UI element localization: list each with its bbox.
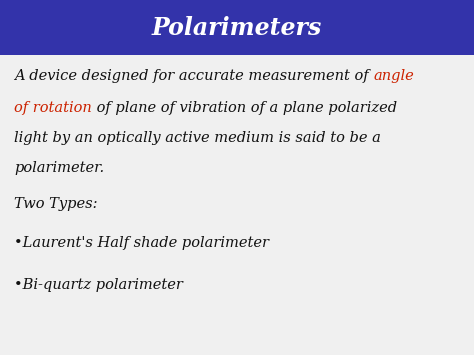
Text: •Laurent's Half shade polarimeter: •Laurent's Half shade polarimeter xyxy=(14,236,269,250)
Text: Two Types:: Two Types: xyxy=(14,197,98,211)
Text: of plane of vibration of a plane polarized: of plane of vibration of a plane polariz… xyxy=(92,101,397,115)
Text: A device designed for accurate measurement of: A device designed for accurate measureme… xyxy=(14,69,374,83)
Text: of rotation: of rotation xyxy=(14,101,92,115)
Text: Polarimeters: Polarimeters xyxy=(152,16,322,39)
Text: angle: angle xyxy=(374,69,414,83)
Text: polarimeter.: polarimeter. xyxy=(14,161,104,175)
Text: light by an optically active medium is said to be a: light by an optically active medium is s… xyxy=(14,131,381,145)
Text: •Bi-quartz polarimeter: •Bi-quartz polarimeter xyxy=(14,278,183,292)
Bar xyxy=(0,0,474,55)
